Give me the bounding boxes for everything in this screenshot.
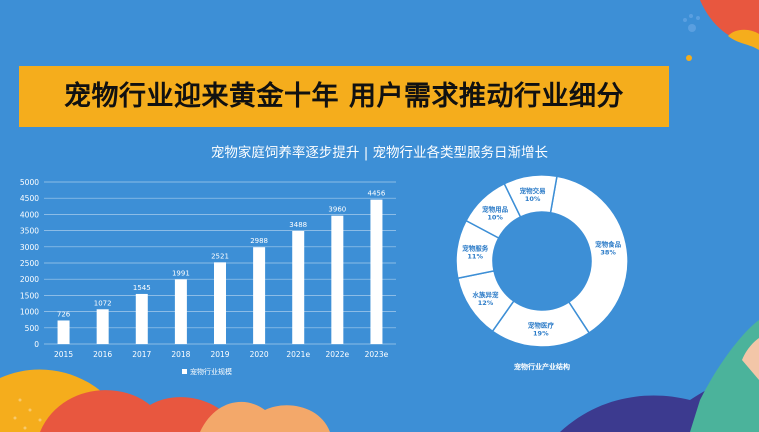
bottom-left-red-shape <box>40 390 240 432</box>
bar-value-label: 4456 <box>368 190 386 198</box>
x-tick-label: 2017 <box>132 350 151 359</box>
bar-value-label: 1991 <box>172 269 190 277</box>
y-tick-label: 1500 <box>20 291 39 300</box>
slice-label: 宠物用品 <box>482 204 509 213</box>
y-tick-label: 0 <box>34 340 39 349</box>
slice-percent-label: 11% <box>467 252 483 260</box>
legend: 宠物行业规模 <box>182 367 232 376</box>
slice-percent-label: 19% <box>533 329 549 337</box>
dot-decoration <box>686 55 692 61</box>
bar-value-label: 726 <box>57 310 71 318</box>
donut-chart: 宠物食品38%宠物医疗19%水族异宠12%宠物服务11%宠物用品10%宠物交易1… <box>455 174 629 371</box>
bar-value-label: 1072 <box>94 299 112 307</box>
x-tick-label: 2022e <box>325 350 349 359</box>
bar-value-label: 3960 <box>328 206 346 214</box>
bottom-right-pink-shape <box>742 338 759 380</box>
slice-label: 宠物服务 <box>462 243 489 252</box>
legend-label: 宠物行业规模 <box>190 367 232 376</box>
bar <box>292 230 305 344</box>
bar <box>174 279 187 344</box>
y-tick-label: 5000 <box>20 178 39 187</box>
title-banner <box>19 66 669 127</box>
bottom-peach-shape <box>200 401 330 432</box>
x-tick-label: 2021e <box>286 350 310 359</box>
corner-shape-yellow <box>728 29 759 50</box>
donut-chart-title: 宠物行业产业结构 <box>514 362 570 371</box>
y-tick-label: 1000 <box>20 308 39 317</box>
donut-slice <box>503 174 558 218</box>
slice-label: 水族异宠 <box>473 290 500 299</box>
donut-slice <box>549 175 629 335</box>
x-tick-label: 2015 <box>54 350 73 359</box>
x-tick-label: 2023e <box>365 350 389 359</box>
bar <box>135 293 148 344</box>
bar <box>370 199 383 344</box>
y-tick-label: 2500 <box>20 259 39 268</box>
y-tick-label: 4500 <box>20 194 39 203</box>
page-subtitle: 宠物家庭饲养率逐步提升 | 宠物行业各类型服务日渐增长 <box>210 145 549 161</box>
slice-label: 宠物交易 <box>520 186 546 195</box>
x-tick-label: 2019 <box>210 350 229 359</box>
y-tick-label: 3500 <box>20 227 39 236</box>
y-tick-label: 3000 <box>20 243 39 252</box>
bar-value-label: 1545 <box>133 284 151 292</box>
y-tick-label: 2000 <box>20 275 39 284</box>
bar-chart: 0 500 1000 1500 2000 2500 3000 3500 4000 4500 5000… <box>20 178 396 376</box>
page-title: 宠物行业迎来黄金十年 用户需求推动行业细分 <box>64 81 624 112</box>
bar-value-label: 3488 <box>289 221 307 229</box>
bar <box>57 320 70 344</box>
slice-percent-label: 10% <box>487 213 503 221</box>
slice-percent-label: 10% <box>525 195 541 203</box>
dotted-texture <box>13 398 42 430</box>
x-tick-label: 2016 <box>93 350 112 359</box>
y-tick-label: 4000 <box>20 210 39 219</box>
bar-value-label: 2988 <box>250 237 268 245</box>
legend-swatch <box>182 369 187 374</box>
slice-percent-label: 12% <box>478 299 494 307</box>
y-tick-label: 500 <box>25 324 40 333</box>
slice-percent-label: 38% <box>600 248 616 256</box>
slice-label: 宠物医疗 <box>528 320 555 329</box>
bar <box>331 215 344 344</box>
bar <box>214 262 226 344</box>
x-tick-label: 2020 <box>250 350 269 359</box>
slice-label: 宠物食品 <box>595 239 622 248</box>
bar <box>253 247 266 344</box>
x-tick-label: 2018 <box>171 350 190 359</box>
bar <box>96 309 109 344</box>
bar-value-label: 2521 <box>211 252 229 260</box>
bottom-right-teal-shape <box>690 320 759 432</box>
paw-print-icon <box>683 14 700 32</box>
